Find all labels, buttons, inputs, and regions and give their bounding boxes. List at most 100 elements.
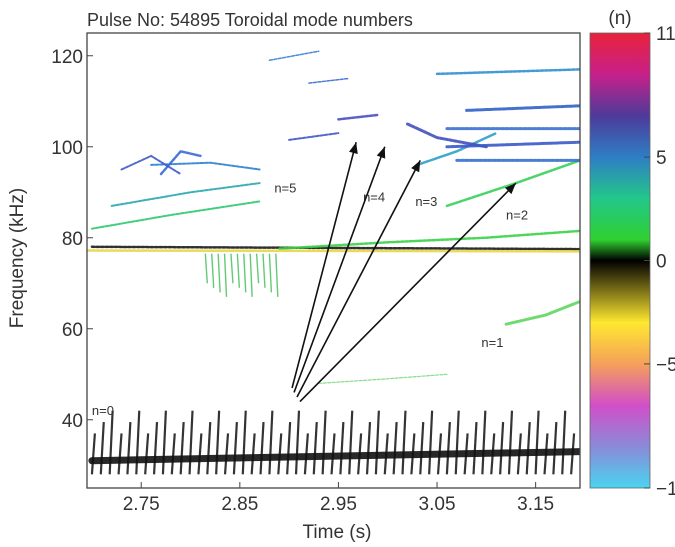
mode-label: n=0: [92, 403, 114, 418]
n0-burst: [197, 433, 203, 475]
mode-band-3: [504, 300, 580, 326]
y-tick-label: 80: [62, 229, 83, 250]
x-ticks: 2.75 2.85 2.95 3.05 3.15: [123, 482, 554, 515]
n1-burst: [223, 253, 228, 297]
arrow-head: [349, 142, 358, 154]
arrow-shaft: [299, 182, 517, 403]
n0-burst: [259, 421, 265, 475]
n0-burst: [490, 433, 496, 475]
mode-band-16: [465, 104, 580, 112]
arrow-head: [504, 183, 516, 195]
colorbar-label: (n): [608, 8, 631, 29]
n1-burst: [275, 253, 279, 297]
y-ticks: 40 60 80 100 120: [51, 47, 93, 432]
n0-burst: [401, 410, 407, 475]
y-tick-label: 60: [62, 320, 83, 341]
n0-burst: [499, 421, 505, 475]
mode-band-5: [90, 200, 261, 230]
n0-burst: [419, 421, 425, 475]
colorbar: [589, 32, 651, 489]
n0-burst: [152, 421, 159, 475]
n0-burst: [330, 433, 336, 475]
n0-burst: [117, 433, 123, 475]
mode-label: n=4: [363, 189, 385, 204]
n1-burst: [230, 253, 234, 284]
n1-burst: [255, 253, 260, 284]
n0-burst: [312, 421, 318, 475]
n0-burst: [445, 421, 451, 475]
n0-burst: [303, 433, 309, 475]
n0-burst: [188, 410, 194, 475]
mode-label: n=3: [415, 194, 437, 209]
x-tick-label: 3.15: [517, 494, 554, 515]
annotation-arrows: [291, 141, 517, 403]
x-tick-label: 3.05: [419, 494, 456, 515]
n0-burst: [561, 410, 567, 475]
mode-band-14: [406, 122, 488, 149]
n0-burst: [348, 410, 354, 475]
n0-burst: [126, 421, 132, 475]
x-tick-label: 2.75: [123, 494, 160, 515]
arrow-head: [411, 160, 421, 173]
chart-title: Pulse No: 54895 Toroidal mode numbers: [87, 10, 413, 30]
colorbar-tick-label: 5: [656, 148, 667, 169]
colorbar-tick-label: −11: [656, 479, 675, 500]
n0-burst: [357, 433, 363, 475]
mode-band-8: [416, 131, 498, 167]
mode-annotations: n=5 n=4 n=3 n=2 n=1 n=0: [92, 180, 528, 418]
x-tick-label: 2.85: [221, 494, 258, 515]
mode-label: n=1: [481, 335, 503, 350]
mode-band-21: [268, 50, 320, 62]
n0-burst: [277, 433, 283, 475]
n0-burst: [365, 421, 372, 475]
mode-band-7: [110, 182, 261, 207]
n0-burst: [99, 421, 105, 475]
y-axis-label: Frequency (kHz): [7, 188, 28, 328]
n0-burst: [339, 421, 345, 475]
mode-band-20: [308, 77, 350, 84]
n0-burst: [543, 433, 549, 475]
n0-burst: [383, 433, 389, 475]
n0-burst: [436, 433, 443, 475]
arrow-shaft: [293, 146, 386, 393]
mode-band-2: [278, 229, 580, 250]
n0-burst: [268, 410, 274, 475]
mode-band-11: [120, 154, 182, 176]
n0-burst: [250, 433, 256, 475]
n0-burst: [552, 421, 558, 475]
n1-burst: [211, 253, 215, 288]
n1-burst: [262, 253, 266, 288]
n0-burst: [215, 410, 221, 475]
n0-burst: [392, 421, 398, 475]
n0-burst: [294, 410, 301, 475]
n0-burst: [428, 410, 434, 475]
n1-burst: [204, 253, 208, 284]
colorbar-tick-label: 0: [656, 252, 667, 273]
colorbar-tick-label: −5: [656, 355, 675, 376]
n1-burst: [236, 253, 241, 288]
x-axis-label: Time (s): [303, 522, 372, 543]
n1-burst: [249, 253, 253, 297]
n1-burst: [268, 253, 273, 293]
mode-band-4: [318, 373, 448, 384]
colorbar-ticks: 11 5 0 −5 −11: [644, 24, 675, 500]
n1-burst: [243, 253, 247, 293]
arrow-shaft: [291, 141, 357, 389]
n1-burst: [217, 253, 221, 293]
spectrogram-marks: [87, 50, 580, 475]
mode-label: n=2: [506, 208, 528, 223]
mode-band-19: [435, 68, 580, 76]
n0-burst: [507, 410, 514, 475]
mode-band-13: [337, 113, 380, 121]
n0-burst: [534, 410, 540, 475]
n0-burst: [170, 433, 176, 475]
mode-band-yellow: [87, 249, 580, 253]
n0-burst: [144, 433, 150, 475]
n0-burst: [206, 421, 212, 475]
n0-burst: [472, 421, 478, 475]
mode-label: n=5: [274, 180, 296, 195]
mode-band-12: [288, 132, 340, 141]
n0-burst: [481, 410, 487, 475]
n0-burst: [525, 421, 531, 475]
